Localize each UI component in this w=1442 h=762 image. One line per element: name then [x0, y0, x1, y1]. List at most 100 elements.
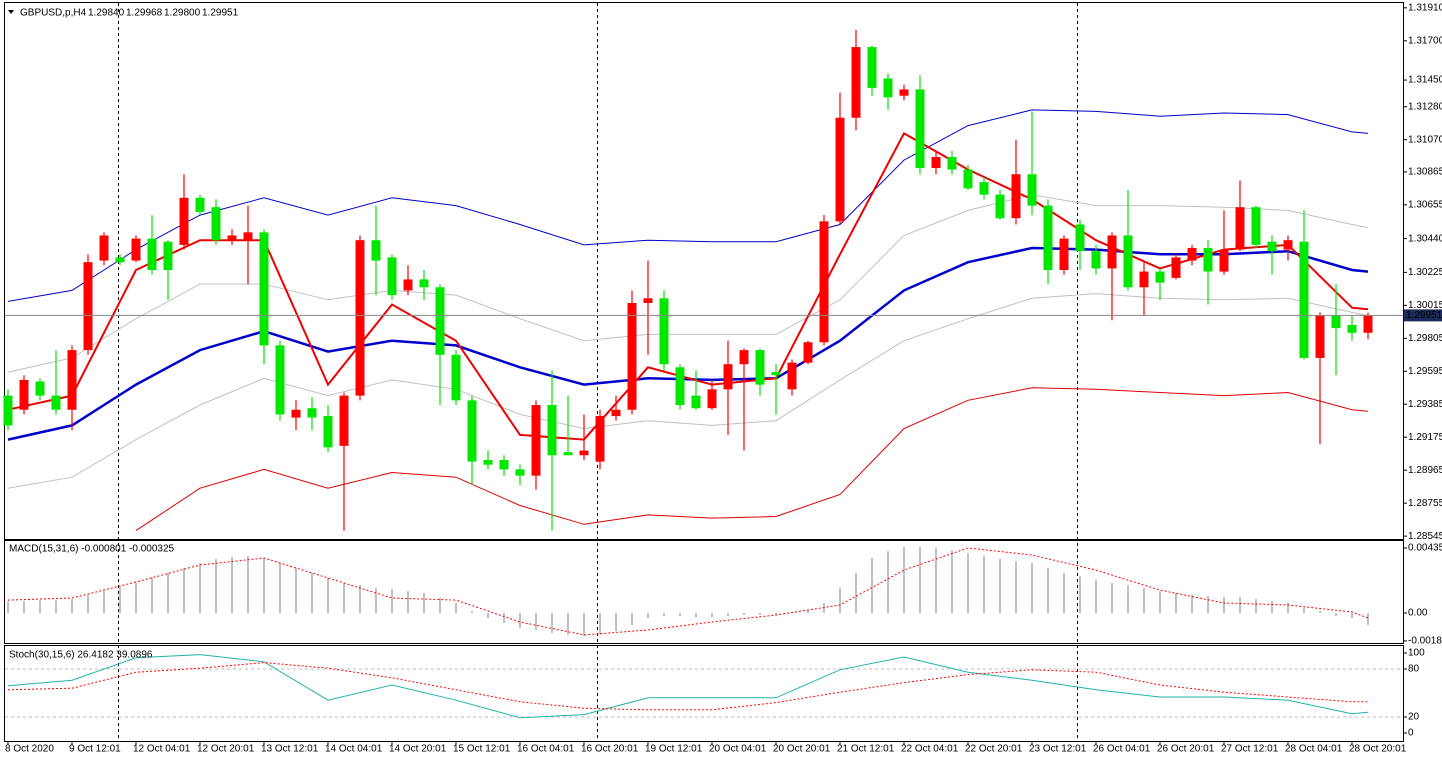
candle-body	[371, 240, 381, 261]
y-tick-label: 1.30655	[1408, 199, 1442, 210]
candle-body	[947, 156, 957, 170]
candle-body	[419, 279, 429, 288]
candle-body	[1283, 240, 1293, 250]
candle-body	[1267, 241, 1277, 252]
candle-body	[1235, 207, 1245, 250]
stoch-title: Stoch(30,15,6) 26.4182 39.0896	[9, 650, 153, 661]
candle-body	[131, 238, 141, 261]
candle-body	[851, 47, 861, 118]
y-tick-label: 20	[1408, 712, 1420, 723]
candle-body	[243, 232, 253, 241]
y-tick-label: -0.00187	[1408, 636, 1442, 647]
candle-body	[147, 238, 157, 271]
candle-body	[163, 241, 173, 271]
candle-body	[771, 372, 781, 376]
x-tick-label: 27 Oct 12:01	[1221, 744, 1279, 755]
candle-body	[211, 207, 221, 241]
candle-body	[1139, 271, 1149, 288]
y-tick-label: 1.28545	[1408, 531, 1442, 542]
y-tick-label: 0.00	[1408, 608, 1428, 619]
x-tick-label: 20 Oct 20:01	[773, 744, 831, 755]
candle-body	[323, 416, 333, 448]
low: 1.29800	[164, 8, 201, 19]
candle-body	[995, 194, 1005, 219]
macd-signal	[7, 547, 1369, 636]
candle-body	[499, 459, 509, 470]
period-separators	[118, 3, 1078, 741]
candle-body	[451, 354, 461, 401]
y-tick-label: 1.31910	[1408, 2, 1442, 13]
y-tick-label: 100	[1408, 648, 1425, 659]
x-tick-label: 12 Oct 20:01	[197, 744, 255, 755]
candle-body	[675, 367, 685, 406]
y-tick-label: 1.29595	[1408, 366, 1442, 377]
candle-body	[259, 232, 269, 346]
x-tick-label: 28 Oct 04:01	[1285, 744, 1343, 755]
x-tick-label: 26 Oct 20:01	[1157, 744, 1215, 755]
x-tick-label: 22 Oct 04:01	[901, 744, 959, 755]
x-tick-label: 23 Oct 12:01	[1029, 744, 1087, 755]
candle-body	[179, 197, 189, 245]
y-tick-label: 1.30440	[1408, 233, 1442, 244]
candle-body	[387, 257, 397, 296]
price-panel	[4, 2, 1404, 540]
y-tick-label: 1.30015	[1408, 300, 1442, 311]
y-tick-label: 1.28965	[1408, 465, 1442, 476]
y-tick-label: 0.004356	[1408, 543, 1442, 554]
candle-body	[787, 362, 797, 390]
candle-body	[1251, 207, 1261, 245]
last-price-label: 1.29951	[1406, 310, 1442, 321]
candle-body	[339, 395, 349, 446]
candle-body	[547, 405, 557, 456]
candle-body	[1363, 315, 1373, 333]
indicator-line	[7, 293, 1369, 489]
x-tick-label: 15 Oct 12:01	[453, 744, 511, 755]
candle-body	[355, 240, 365, 396]
candle-body	[307, 408, 317, 418]
candle-body	[755, 350, 765, 385]
stoch-line	[7, 662, 1368, 711]
collapse-arrow	[8, 10, 14, 14]
y-tick-label: 1.30865	[1408, 167, 1442, 178]
candle-body	[1027, 174, 1037, 206]
stoch-panel	[4, 645, 1404, 742]
x-tick-label: 22 Oct 20:01	[965, 744, 1023, 755]
x-tick-label: 16 Oct 20:01	[581, 744, 639, 755]
candle-body	[691, 395, 701, 409]
x-tick-label: 26 Oct 04:01	[1093, 744, 1151, 755]
candle-body	[1043, 205, 1053, 271]
candle-body	[1203, 248, 1213, 272]
candle-body	[83, 262, 93, 351]
candle-body	[579, 450, 589, 456]
y-tick-label: 1.31280	[1408, 101, 1442, 112]
y-tick-label: 1.31450	[1408, 75, 1442, 86]
y-tick-label: 80	[1408, 664, 1420, 675]
x-tick-label: 20 Oct 04:01	[709, 744, 767, 755]
candle-body	[1091, 251, 1101, 269]
close: 1.29951	[202, 8, 239, 19]
candle-body	[403, 279, 413, 291]
candle-body	[1219, 249, 1229, 272]
candle-body	[227, 235, 237, 241]
candle-body	[931, 156, 941, 168]
candle-body	[1011, 174, 1021, 219]
macd-panel	[4, 540, 1404, 644]
candle-body	[1347, 324, 1357, 333]
y-tick-label: 1.31070	[1408, 134, 1442, 145]
candle-body	[1331, 315, 1341, 329]
candle-body	[867, 47, 877, 88]
y-tick-label: 1.29805	[1408, 333, 1442, 344]
candle-body	[819, 221, 829, 343]
candle-body	[291, 409, 301, 418]
candle-body	[979, 182, 989, 195]
candle-body	[963, 169, 973, 189]
x-tick-label: 8 Oct 2020	[5, 744, 54, 755]
x-tick-label: 19 Oct 12:01	[645, 744, 703, 755]
indicator-line	[7, 246, 1369, 441]
symbol: GBPUSD,p,H4	[20, 8, 87, 19]
candle-body	[835, 117, 845, 222]
candle-body	[67, 350, 77, 410]
candle-body	[435, 287, 445, 355]
